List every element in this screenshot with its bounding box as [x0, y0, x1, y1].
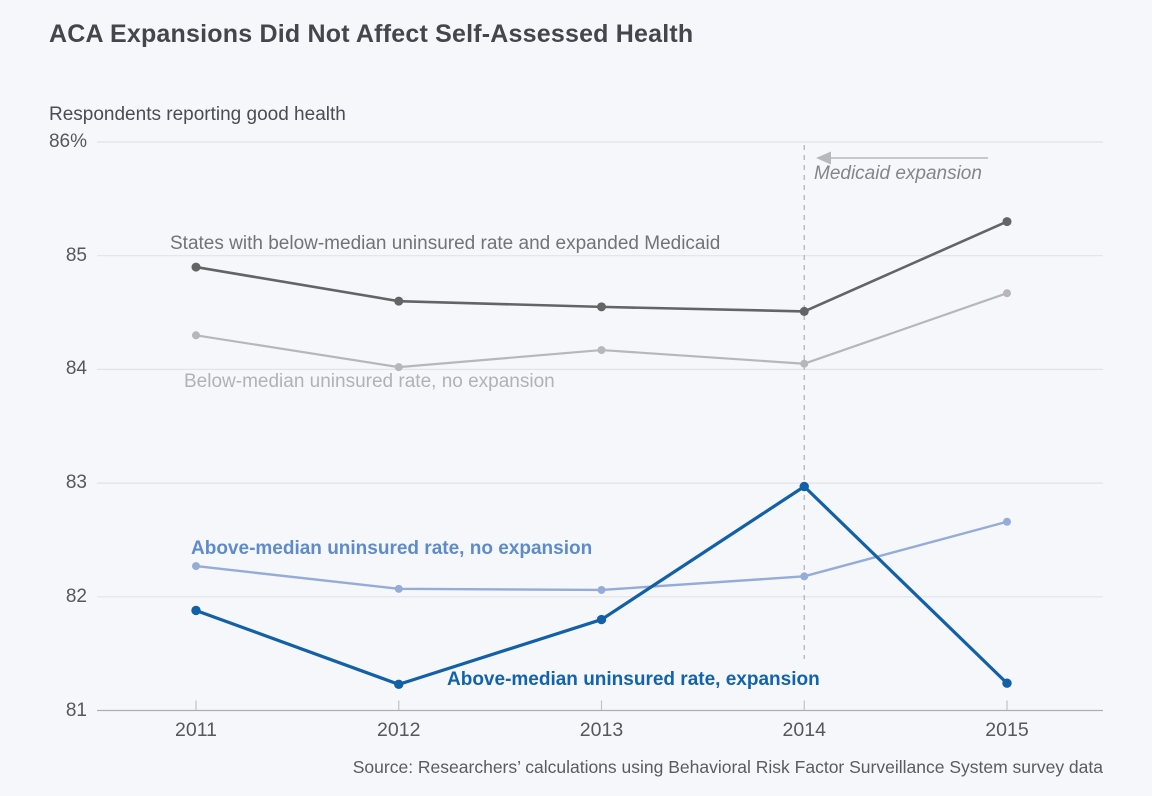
series-line-3 — [194, 484, 1009, 686]
series-point-2-2011 — [192, 562, 200, 571]
medicaid-expansion-annotation: Medicaid expansion — [814, 163, 982, 184]
series-point-2-2013 — [597, 585, 606, 594]
y-tick-label-82: 82 — [65, 585, 87, 607]
page-title: ACA Expansions Did Not Affect Self-Asses… — [49, 20, 694, 48]
x-tick-label-2011: 2011 — [175, 719, 217, 741]
y-axis-title: Respondents reporting good health — [49, 104, 346, 125]
series-label-above-median-no-expansion: Above-median uninsured rate, no expansio… — [191, 538, 593, 559]
series-point-3-2012 — [394, 679, 404, 690]
series-point-3-2013 — [596, 614, 607, 625]
left-arrow-head-icon — [816, 151, 831, 165]
x-tick-label-2012: 2012 — [377, 719, 421, 741]
y-tick-label-81: 81 — [65, 699, 87, 721]
series-point-3-2011 — [191, 605, 201, 616]
series-point-1-2011 — [192, 331, 200, 340]
series-point-0-2013 — [597, 302, 606, 312]
series-point-1-2013 — [597, 346, 606, 355]
series-point-2-2012 — [394, 584, 403, 593]
series-point-3-2015 — [1002, 678, 1012, 688]
series-point-0-2014 — [799, 306, 809, 316]
series-point-3-2014 — [799, 481, 809, 492]
series-point-2-2014 — [800, 572, 809, 581]
series-point-0-2012 — [394, 296, 404, 306]
x-tick-label-2013: 2013 — [579, 719, 624, 741]
series-point-1-2015 — [1003, 289, 1011, 298]
x-tick-label-2015: 2015 — [985, 719, 1029, 741]
x-tick-label-2014: 2014 — [782, 719, 826, 741]
y-tick-label-85: 85 — [65, 244, 87, 266]
series-label-below-median-no-expansion: Below-median uninsured rate, no expansio… — [184, 371, 555, 392]
source-note: Source: Researchers’ calculations using … — [352, 757, 1103, 777]
series-label-above-median-expansion: Above-median uninsured rate, expansion — [447, 669, 820, 690]
y-tick-label-86: 86% — [48, 131, 87, 152]
y-tick-label-84: 84 — [65, 358, 87, 380]
y-tick-label-83: 83 — [65, 472, 87, 494]
series-point-2-2015 — [1003, 517, 1011, 526]
series-point-1-2014 — [800, 359, 809, 368]
series-point-1-2012 — [394, 363, 403, 372]
series-label-below-median-expansion: States with below-median uninsured rate … — [170, 233, 721, 254]
series-point-0-2011 — [191, 262, 201, 272]
series-point-0-2015 — [1002, 217, 1012, 227]
